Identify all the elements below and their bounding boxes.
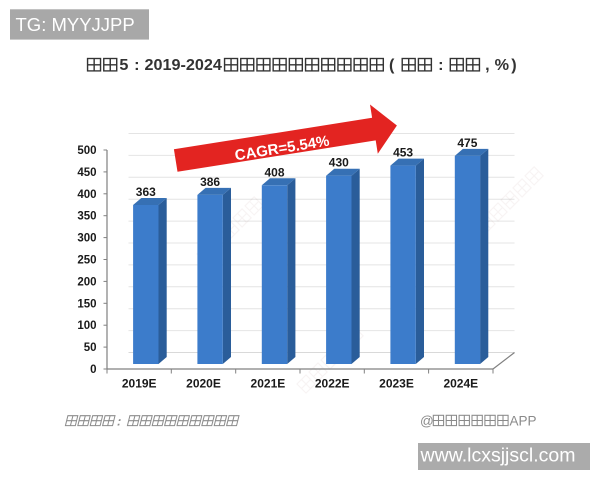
svg-text:386: 386 <box>200 175 220 189</box>
svg-text:475: 475 <box>457 136 477 150</box>
svg-text:%: % <box>495 57 509 74</box>
svg-text:2019-2024: 2019-2024 <box>145 57 223 74</box>
svg-text:100: 100 <box>77 320 96 332</box>
svg-text:2024E: 2024E <box>443 377 478 391</box>
svg-text::: : <box>116 415 124 429</box>
svg-text::: : <box>134 57 139 74</box>
svg-text:50: 50 <box>84 342 97 354</box>
svg-text:0: 0 <box>90 364 96 376</box>
svg-text:453: 453 <box>393 146 413 160</box>
svg-text:408: 408 <box>264 165 284 179</box>
svg-text:300: 300 <box>77 233 96 245</box>
svg-text:430: 430 <box>329 156 349 170</box>
svg-text:2021E: 2021E <box>251 377 286 391</box>
svg-text:2022E: 2022E <box>315 377 350 391</box>
svg-text:250: 250 <box>77 255 96 267</box>
svg-text:,: , <box>485 57 490 74</box>
svg-text:400: 400 <box>77 189 96 201</box>
svg-text:@: @ <box>420 414 434 429</box>
svg-text:): ) <box>511 57 516 74</box>
svg-text:5: 5 <box>119 57 128 74</box>
svg-text:150: 150 <box>77 298 96 310</box>
svg-text:500: 500 <box>77 145 96 157</box>
svg-text:APP: APP <box>510 414 537 429</box>
svg-text:363: 363 <box>136 185 156 199</box>
svg-text:(: ( <box>389 57 395 74</box>
svg-text:2020E: 2020E <box>186 377 221 391</box>
svg-text:350: 350 <box>77 211 96 223</box>
svg-text:www.lcxsjjscl.com: www.lcxsjjscl.com <box>420 445 576 467</box>
svg-text:200: 200 <box>77 276 96 288</box>
svg-text:2023E: 2023E <box>379 377 414 391</box>
svg-text::: : <box>438 57 443 74</box>
svg-text:450: 450 <box>77 167 96 179</box>
svg-text:2019E: 2019E <box>122 377 157 391</box>
svg-text:TG: MYYJJPP: TG: MYYJJPP <box>16 14 135 35</box>
